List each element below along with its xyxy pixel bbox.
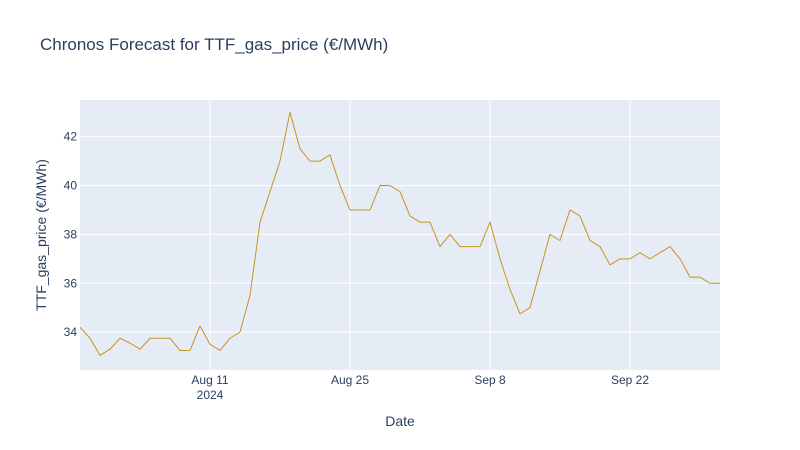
forecast-line xyxy=(79,111,720,356)
y-tick-label: 34 xyxy=(64,325,78,339)
x-axis-title: Date xyxy=(385,413,415,429)
x-tick-label: Sep 22 xyxy=(611,373,649,387)
x-tick-label: Sep 8 xyxy=(474,373,506,387)
y-tick-label: 38 xyxy=(64,227,78,241)
y-tick-label: 40 xyxy=(64,179,78,193)
x-tick-label: Aug 25 xyxy=(331,373,369,387)
x-tick-year-label: 2024 xyxy=(197,388,224,402)
x-tick-label: Aug 11 xyxy=(191,373,228,387)
y-tick-label: 42 xyxy=(64,130,78,144)
chart-title: Chronos Forecast for TTF_gas_price (€/MW… xyxy=(40,35,388,54)
y-tick-label: 36 xyxy=(64,276,78,290)
y-axis-title: TTF_gas_price (€/MWh) xyxy=(33,159,49,311)
series-layer xyxy=(79,111,720,356)
gridlines xyxy=(80,100,720,370)
plot-area xyxy=(80,100,720,370)
